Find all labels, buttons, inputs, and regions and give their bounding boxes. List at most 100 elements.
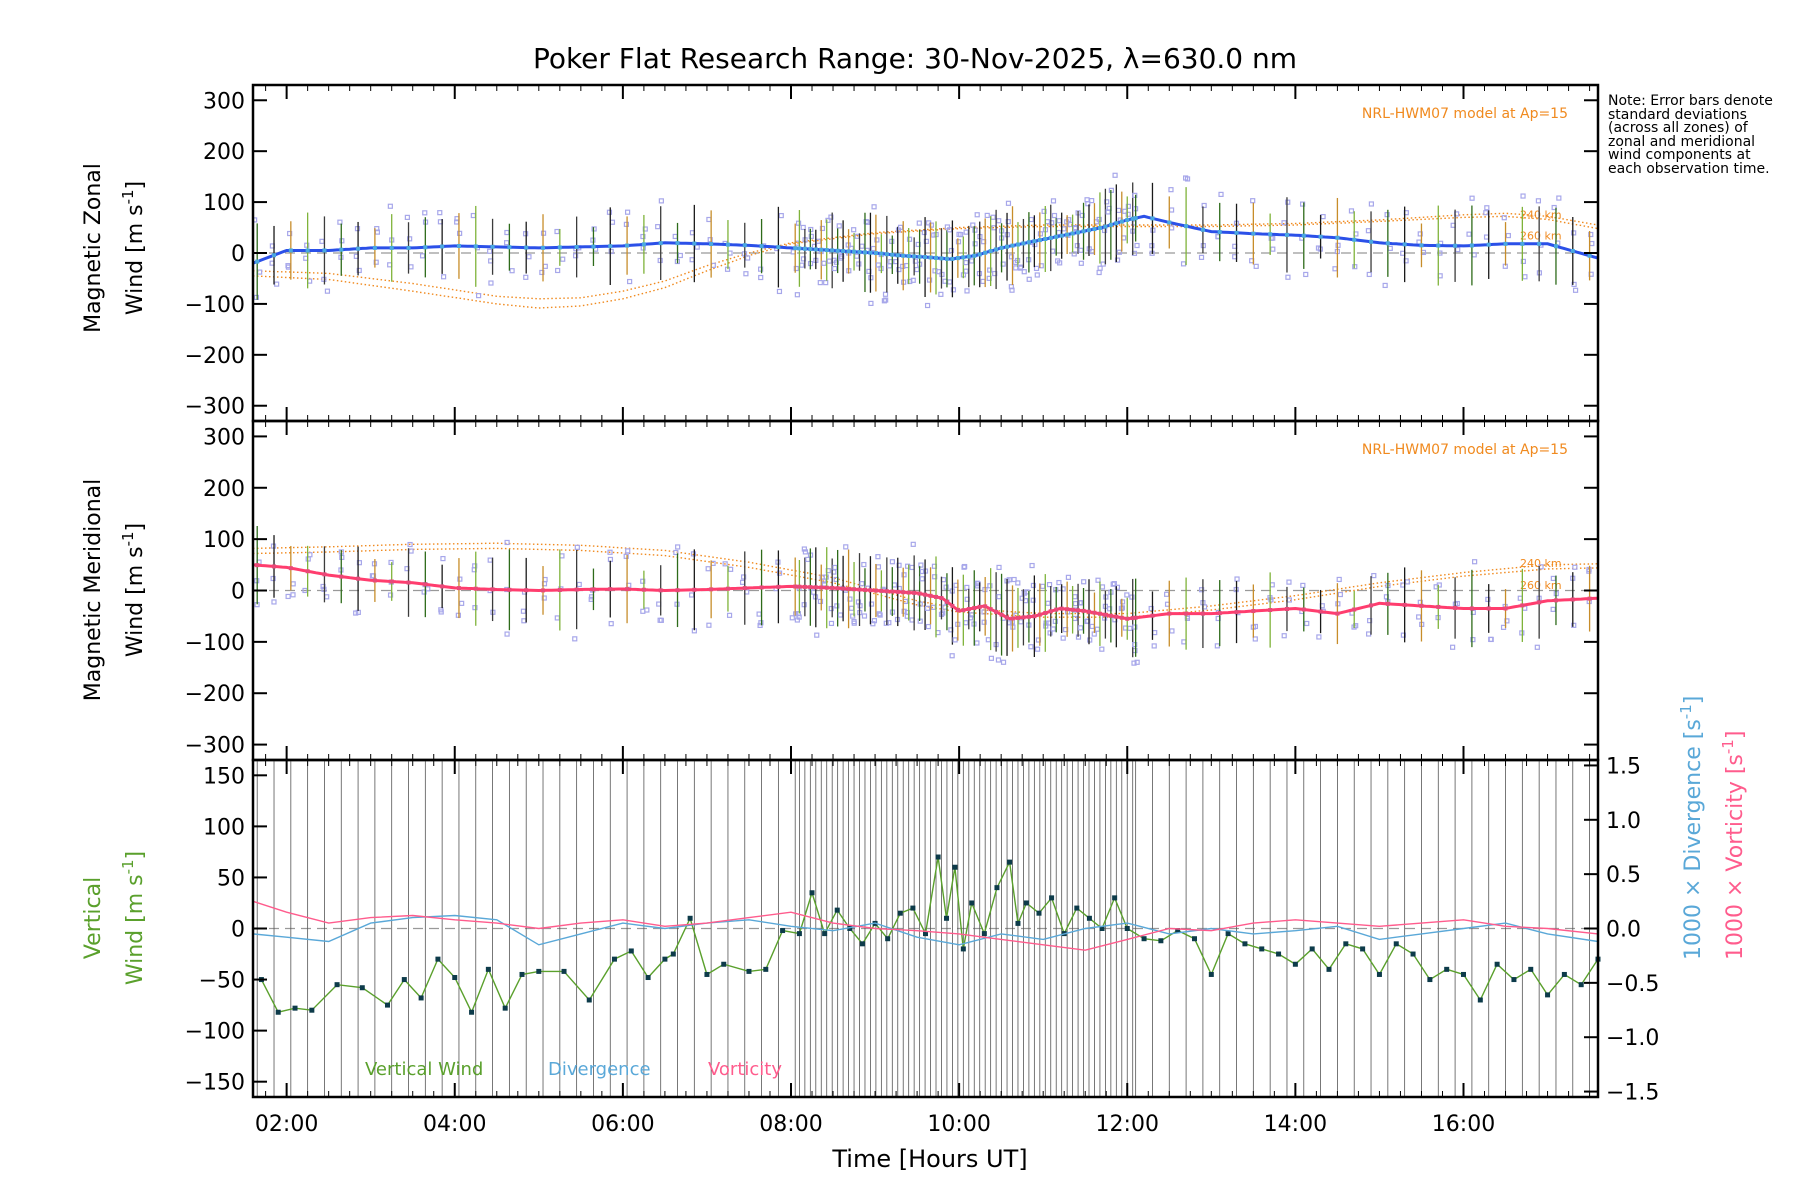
vertical-panel: 1.5 1.0 0.5 0.0 −0.5 −1.0 −1.5 02:00 04:00 06:00 0… bbox=[185, 754, 1660, 1137]
zonal-wind-point bbox=[1048, 235, 1053, 240]
zone-marker bbox=[1049, 220, 1055, 226]
zone-marker bbox=[1551, 204, 1557, 211]
meridional-wind-point bbox=[1005, 615, 1010, 620]
y2-tick-label: 0.0 bbox=[1606, 918, 1641, 943]
zone-marker bbox=[572, 636, 578, 642]
meridional-wind-point bbox=[1251, 609, 1256, 614]
zone-marker bbox=[1505, 232, 1511, 239]
meridional-wind-point bbox=[1184, 611, 1189, 616]
zone-marker bbox=[407, 541, 413, 548]
zonal-wind-point bbox=[1065, 232, 1070, 237]
zone-marker bbox=[1000, 659, 1007, 665]
divergence-y2label-close: ] bbox=[1681, 696, 1706, 705]
zonal-wind-point bbox=[895, 253, 900, 258]
meridional-wind-point bbox=[830, 585, 835, 590]
zone-marker bbox=[407, 236, 413, 242]
meridional-wind-point bbox=[994, 609, 999, 614]
zone-marker bbox=[1387, 245, 1393, 251]
zone-marker bbox=[1094, 626, 1100, 632]
vertical-wind-point bbox=[586, 997, 592, 1003]
zone-marker bbox=[1281, 220, 1287, 226]
zonal-wind-point bbox=[835, 248, 840, 253]
zonal-wind-point bbox=[507, 245, 512, 250]
meridional-wind-point bbox=[1065, 607, 1070, 612]
model-curve bbox=[252, 542, 1599, 615]
zonal-wind-point bbox=[1284, 232, 1289, 237]
zonal-wind-point bbox=[944, 256, 949, 261]
zonal-wind-point bbox=[1369, 239, 1374, 244]
vertical-wind-point bbox=[670, 951, 676, 957]
zone-marker bbox=[573, 253, 579, 259]
zone-marker bbox=[1104, 199, 1110, 205]
y2-tick-label: 1.5 bbox=[1606, 754, 1641, 779]
meridional-wind-point bbox=[961, 608, 966, 613]
zone-marker bbox=[591, 226, 597, 232]
zone-marker bbox=[1013, 265, 1019, 271]
x-tick-label: 16:00 bbox=[1432, 1112, 1495, 1137]
zone-marker bbox=[1034, 272, 1040, 278]
x-tick-label: 08:00 bbox=[759, 1112, 822, 1137]
zone-marker bbox=[828, 214, 834, 220]
vertical-wind-point bbox=[897, 910, 903, 916]
meridional-wind-point bbox=[406, 580, 411, 585]
meridional-wind-point bbox=[1537, 600, 1542, 605]
zone-marker bbox=[307, 552, 313, 558]
zone-marker bbox=[896, 562, 902, 568]
zone-marker bbox=[1304, 620, 1310, 627]
zone-marker bbox=[1589, 240, 1595, 247]
zonal-wind-point bbox=[1537, 241, 1542, 246]
zonal-wind-point bbox=[961, 255, 966, 260]
zone-marker bbox=[1033, 265, 1040, 272]
meridional-wind-point bbox=[423, 582, 428, 587]
zone-marker bbox=[1588, 231, 1594, 238]
meridional-wind-point bbox=[999, 612, 1004, 617]
meridional-wind-point bbox=[928, 593, 933, 598]
meridional-wind-point bbox=[923, 592, 928, 597]
zone-marker bbox=[877, 612, 883, 618]
vertical-wind-point bbox=[1036, 910, 1042, 916]
vertical-wind-point bbox=[1360, 946, 1366, 952]
zonal-wind-point bbox=[1167, 220, 1172, 225]
zonal-wind-point bbox=[857, 250, 862, 255]
zone-marker bbox=[1122, 208, 1128, 214]
vertical-wind-point bbox=[292, 1005, 298, 1011]
zone-marker bbox=[1099, 646, 1105, 652]
zone-marker bbox=[576, 581, 582, 588]
vertical-wind-point bbox=[485, 966, 491, 972]
zonal-wind-point bbox=[1217, 230, 1222, 235]
zonal-wind-point bbox=[939, 256, 944, 261]
zone-marker bbox=[868, 601, 875, 607]
meridional-wind-point bbox=[1369, 603, 1374, 608]
zone-marker bbox=[1365, 228, 1372, 234]
zone-marker bbox=[1400, 632, 1406, 638]
zone-marker bbox=[1111, 581, 1117, 587]
zonal-wind-point bbox=[541, 245, 546, 250]
zonal-wind-point bbox=[1150, 216, 1155, 221]
meridional-wind-point bbox=[591, 587, 596, 592]
zone-marker bbox=[950, 287, 957, 293]
meridional-wind-point bbox=[372, 578, 377, 583]
meridional-wind-point bbox=[1010, 616, 1015, 621]
meridional-wind-point bbox=[890, 589, 895, 594]
zone-marker bbox=[843, 544, 849, 550]
zone-marker bbox=[851, 620, 857, 626]
zone-marker bbox=[1488, 636, 1494, 642]
y-tick-label: −300 bbox=[185, 395, 245, 420]
zone-marker bbox=[910, 541, 916, 547]
zone-marker bbox=[972, 241, 978, 247]
zonal-wind-point bbox=[742, 243, 747, 248]
meridional-wind-point bbox=[339, 574, 344, 579]
zone-marker bbox=[290, 592, 296, 598]
error-bar-note: Note: Error bars denote standard deviati… bbox=[1608, 93, 1773, 177]
zone-marker bbox=[1081, 579, 1087, 585]
zonal-wind-point bbox=[999, 245, 1004, 250]
zone-marker bbox=[408, 548, 414, 554]
meridional-wind-point bbox=[456, 586, 461, 591]
meridional-wind-point bbox=[272, 564, 277, 569]
zone-marker bbox=[1100, 261, 1106, 267]
vertical-wind-point bbox=[763, 966, 769, 972]
zonal-wind-point bbox=[1184, 224, 1189, 229]
zone-marker bbox=[274, 281, 280, 287]
zone-marker bbox=[990, 214, 996, 220]
zonal-wind-point bbox=[776, 245, 781, 250]
